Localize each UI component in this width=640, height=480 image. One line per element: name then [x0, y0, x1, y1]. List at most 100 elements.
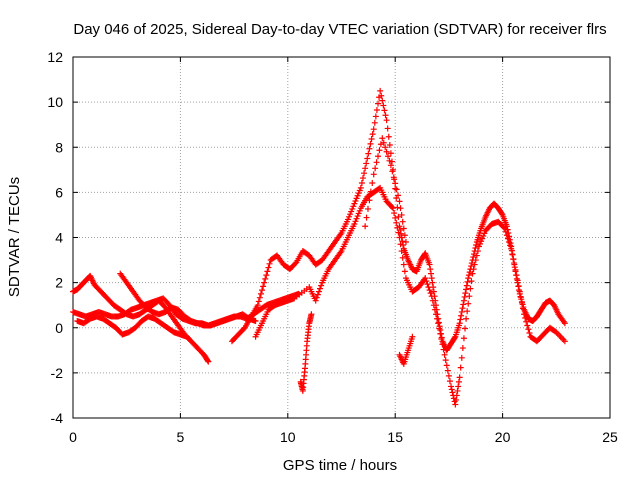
data-point-marker	[183, 333, 190, 340]
data-point-marker	[460, 301, 467, 308]
data-point-marker	[456, 374, 463, 381]
y-tick-label: 10	[47, 94, 63, 110]
data-point-marker	[388, 204, 395, 211]
data-point-marker	[511, 261, 518, 268]
data-point-marker	[392, 180, 399, 187]
data-point-marker	[424, 281, 431, 288]
data-point-marker	[397, 241, 404, 248]
data-point-marker	[509, 251, 516, 258]
data-point-marker	[472, 257, 479, 264]
data-point-marker	[470, 254, 477, 261]
data-point-marker	[502, 228, 509, 235]
data-point-marker	[395, 213, 402, 220]
data-point-marker	[507, 242, 514, 249]
data-point-marker	[292, 260, 299, 267]
series-track-5	[228, 87, 568, 354]
data-point-marker	[373, 107, 380, 114]
data-point-marker	[520, 305, 527, 312]
axis-ticks: 0 5 10 15 20 25 -4 -2 0 2 4 6 8 10 12	[47, 49, 618, 445]
data-point-marker	[393, 219, 400, 226]
data-point-marker	[373, 159, 380, 166]
data-point-marker	[366, 197, 373, 204]
data-point-marker	[518, 299, 525, 306]
data-point-marker	[516, 288, 523, 295]
data-point-marker	[433, 311, 440, 318]
series-track-6	[252, 184, 568, 408]
data-point-marker	[462, 290, 469, 297]
data-points	[70, 87, 568, 408]
data-point-marker	[382, 112, 389, 119]
data-point-marker	[522, 314, 529, 321]
data-point-marker	[428, 275, 435, 282]
data-point-marker	[313, 294, 320, 301]
data-point-marker	[387, 162, 394, 169]
data-point-marker	[435, 320, 442, 327]
data-point-marker	[465, 272, 472, 279]
data-point-marker	[394, 224, 401, 231]
data-point-marker	[357, 184, 364, 191]
data-point-marker	[402, 239, 409, 246]
data-point-marker	[349, 205, 356, 212]
data-point-marker	[391, 210, 398, 217]
data-point-marker	[367, 188, 374, 195]
data-point-marker	[512, 266, 519, 273]
data-point-marker	[463, 282, 470, 289]
data-point-marker	[503, 232, 510, 239]
data-point-marker	[395, 229, 402, 236]
data-point-marker	[443, 362, 450, 369]
data-point-marker	[263, 272, 270, 279]
data-point-marker	[462, 325, 469, 332]
x-tick-label: 20	[495, 429, 511, 445]
data-point-marker	[259, 287, 266, 294]
data-point-marker	[370, 171, 377, 178]
data-point-marker	[400, 225, 407, 232]
data-point-marker	[240, 325, 247, 332]
data-point-marker	[352, 198, 359, 205]
y-tick-label: 12	[47, 49, 63, 65]
data-point-marker	[389, 168, 396, 175]
data-point-marker	[364, 155, 371, 162]
data-point-marker	[252, 317, 259, 324]
data-point-marker	[256, 294, 263, 301]
data-point-marker	[387, 150, 394, 157]
data-point-marker	[453, 396, 460, 403]
data-point-marker	[431, 306, 438, 313]
data-point-marker	[362, 223, 369, 230]
data-point-marker	[365, 150, 372, 157]
data-point-marker	[351, 220, 358, 227]
data-point-marker	[465, 275, 472, 282]
grid-lines	[73, 57, 610, 418]
data-point-marker	[367, 140, 374, 147]
data-point-marker	[369, 131, 376, 138]
data-point-marker	[315, 288, 322, 295]
x-axis-label: GPS time / hours	[283, 457, 397, 474]
data-point-marker	[457, 316, 464, 323]
data-point-marker	[523, 318, 530, 325]
data-point-marker	[395, 192, 402, 199]
data-point-marker	[454, 387, 461, 394]
data-point-marker	[385, 133, 392, 140]
data-point-marker	[318, 282, 325, 289]
data-point-marker	[469, 270, 476, 277]
data-point-marker	[480, 232, 487, 239]
data-point-marker	[437, 330, 444, 337]
data-point-marker	[515, 283, 522, 290]
data-point-marker	[481, 230, 488, 237]
y-axis-label: SDTVAR / TECUs	[6, 177, 23, 297]
data-point-marker	[446, 378, 453, 385]
data-point-marker	[346, 213, 353, 220]
data-point-marker	[317, 285, 324, 292]
data-point-marker	[379, 135, 386, 142]
data-point-marker	[466, 293, 473, 300]
data-point-marker	[363, 160, 370, 167]
data-point-marker	[266, 260, 273, 267]
data-point-marker	[383, 148, 390, 155]
data-point-marker	[361, 170, 368, 177]
y-tick-label: 6	[55, 184, 63, 200]
data-point-marker	[526, 330, 533, 337]
data-point-marker	[353, 215, 360, 222]
data-point-marker	[441, 351, 448, 358]
data-point-marker	[525, 326, 532, 333]
series-track-8	[396, 333, 416, 367]
data-point-marker	[423, 278, 430, 285]
